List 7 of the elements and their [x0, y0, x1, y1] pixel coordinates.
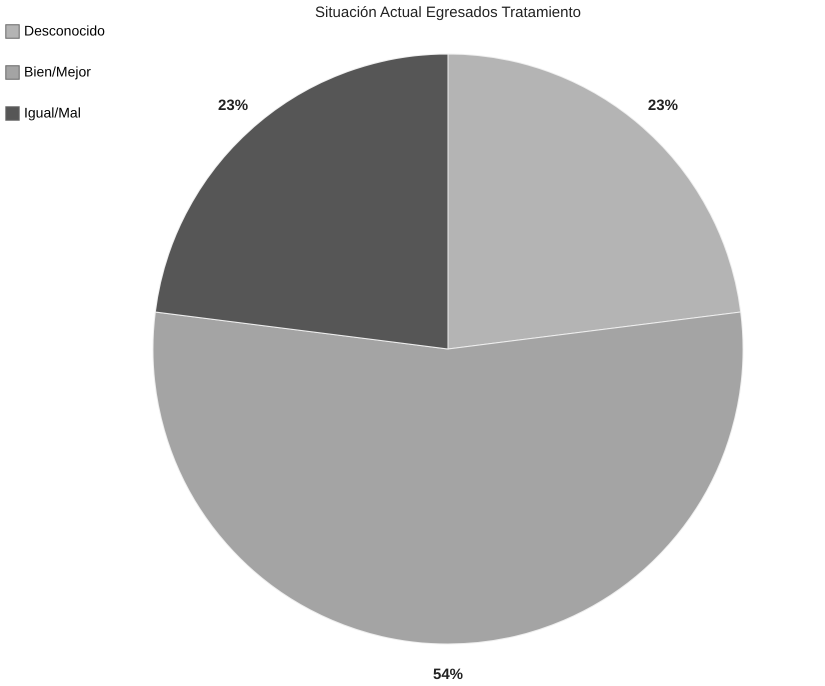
data-label: 54%: [432, 666, 464, 683]
legend-label: Desconocido: [24, 22, 106, 38]
legend-label: Igual/Mal: [24, 104, 81, 120]
data-label: 23%: [218, 97, 248, 114]
legend-label: Bien/Mejor: [24, 64, 92, 80]
data-label: 23%: [648, 97, 678, 114]
chart-title: Situación Actual Egresados Tratamiento: [315, 4, 581, 21]
